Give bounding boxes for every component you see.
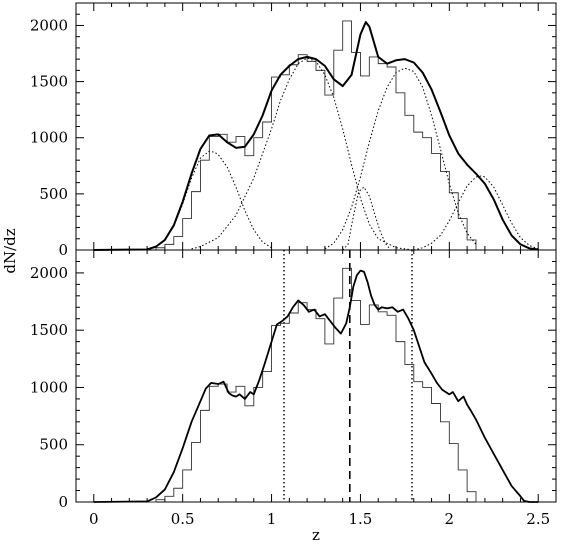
top-fit-total [93, 21, 539, 251]
x-axis-title: z [312, 526, 320, 544]
bottom-redshift-markers [283, 250, 413, 502]
x-tick-label: 1 [267, 510, 277, 528]
y-tick-label: 500 [39, 436, 68, 454]
bottom-histogram [111, 267, 485, 503]
bottom-panel: 0 500 1000 1500 2000 0 0.5 1 1.5 2 2.5 [30, 249, 557, 528]
top-histogram [111, 20, 485, 251]
y-tick-label: 1000 [30, 129, 68, 147]
smooth-curve-line [93, 269, 539, 503]
x-tick-label: 0 [89, 510, 99, 528]
x-tick-label: 2.5 [526, 510, 550, 528]
bottom-panel-frame [75, 249, 557, 503]
top-panel: 0 500 1000 1500 2000 [30, 2, 557, 259]
x-tick-label: 1.5 [349, 510, 373, 528]
fit-total-line [93, 21, 539, 251]
bottom-x-tick-labels: 0 0.5 1 1.5 2 2.5 [89, 510, 550, 528]
bottom-y-tick-labels: 0 500 1000 1500 2000 [30, 264, 68, 511]
y-axis-title: dN/dz [1, 228, 19, 273]
y-tick-label: 1500 [30, 321, 68, 339]
x-tick-label: 2 [445, 510, 455, 528]
gaussian-component [191, 57, 414, 251]
histogram-bins [111, 267, 485, 503]
y-tick-label: 0 [58, 241, 68, 259]
y-tick-label: 500 [39, 185, 68, 203]
top-y-tick-labels: 0 500 1000 1500 2000 [30, 16, 68, 259]
gaussian-component [342, 186, 392, 251]
bottom-panel-ticks [76, 249, 556, 503]
top-fit-components [155, 57, 539, 251]
top-panel-ticks [76, 2, 556, 251]
gaussian-component [324, 67, 477, 250]
bottom-smooth-curve [93, 269, 539, 503]
gaussian-component [155, 150, 272, 249]
gaussian-component [413, 175, 539, 251]
y-tick-label: 1500 [30, 73, 68, 91]
y-tick-label: 1000 [30, 378, 68, 396]
x-tick-label: 0.5 [171, 510, 195, 528]
histogram-bins [111, 20, 485, 251]
y-tick-label: 2000 [30, 264, 68, 282]
y-tick-label: 2000 [30, 16, 68, 34]
top-panel-frame [75, 2, 557, 251]
y-tick-label: 0 [58, 493, 68, 511]
